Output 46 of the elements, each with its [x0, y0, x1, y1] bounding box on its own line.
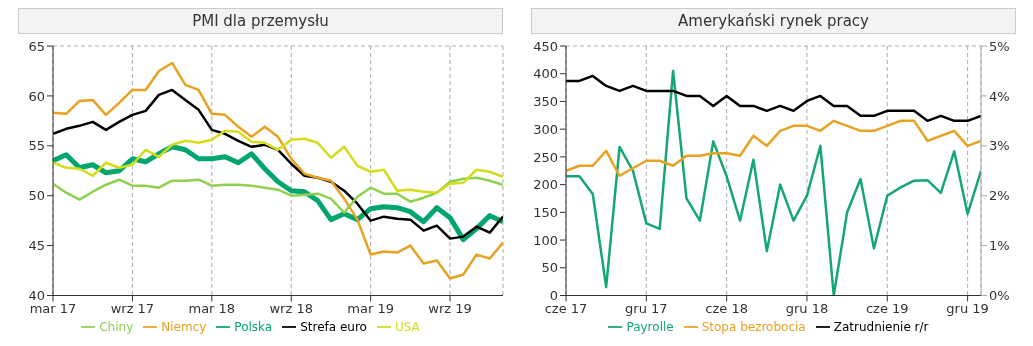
x-tick-label: mar 19: [347, 300, 394, 316]
x-tick-label: wrz 19: [428, 300, 472, 316]
x-tick-label: cze 18: [705, 300, 748, 316]
line-series: [566, 74, 981, 123]
legend-label: Chiny: [99, 319, 134, 334]
y-tick-label: 300: [533, 121, 558, 137]
y2-tick-label: 4%: [989, 88, 1010, 104]
legend-label: Zatrudnienie r/r: [833, 319, 929, 334]
y-tick-label: 450: [533, 38, 558, 54]
y-tick-label: 100: [533, 232, 558, 248]
x-tick-label: gru 19: [946, 300, 989, 316]
y-tick-label: 150: [533, 204, 558, 220]
y-tick-label: 65: [28, 38, 45, 54]
y-tick-label: 200: [533, 177, 558, 193]
y-tick-label: 50: [28, 188, 45, 204]
legend-label: Niemcy: [161, 319, 207, 334]
y2-tick-label: 5%: [989, 38, 1010, 54]
x-tick-label: gru 17: [625, 300, 668, 316]
legend-label: USA: [394, 319, 420, 334]
chart-title: Amerykański rynek pracy: [531, 8, 1016, 34]
y2-tick-label: 2%: [989, 188, 1010, 204]
y-tick-label: 45: [28, 238, 45, 254]
line-series: [53, 129, 503, 194]
line-series: [566, 119, 981, 177]
y-tick-label: 350: [533, 94, 558, 110]
legend-label: Stopa bezrobocia: [701, 319, 806, 334]
line-series: [53, 88, 503, 240]
y-tick-label: 50: [541, 260, 558, 276]
x-tick-label: gru 18: [785, 300, 829, 316]
legend-label: Polska: [234, 319, 273, 334]
y-tick-label: 250: [533, 149, 558, 165]
x-tick-label: wrz 18: [269, 300, 313, 316]
y2-tick-label: 0%: [989, 288, 1010, 304]
y2-tick-label: 3%: [989, 138, 1010, 154]
y-tick-label: 60: [28, 88, 45, 104]
x-tick-label: cze 19: [865, 300, 909, 316]
y-tick-label: 400: [533, 66, 558, 82]
legend-label: Strefa euro: [300, 319, 367, 334]
legend-label: Payrolle: [626, 319, 674, 334]
line-series: [53, 176, 503, 214]
line-series: [53, 61, 503, 280]
x-tick-label: wrz 17: [110, 300, 155, 316]
y-tick-label: 55: [28, 138, 45, 154]
y2-tick-label: 1%: [989, 238, 1010, 254]
x-tick-label: mar 18: [188, 300, 236, 316]
chart-title: PMI dla przemysłu: [18, 8, 503, 34]
